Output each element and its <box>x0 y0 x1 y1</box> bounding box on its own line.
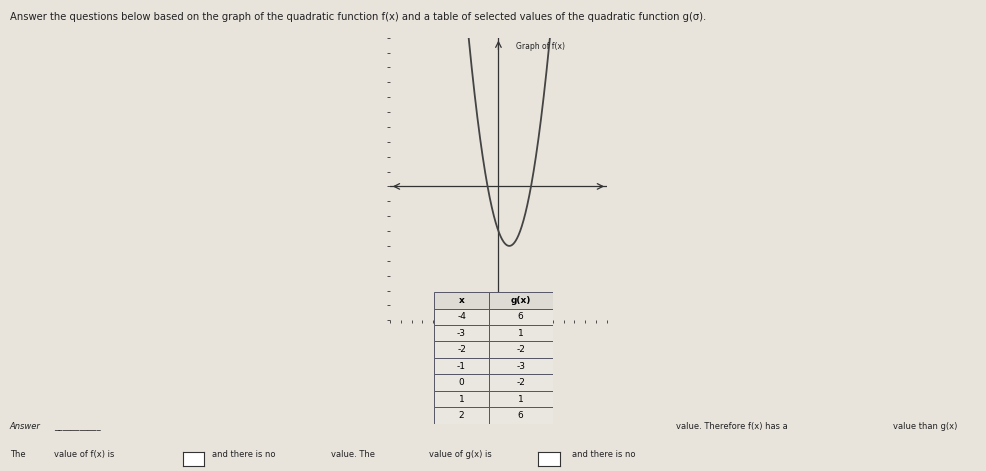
Bar <box>488 341 552 358</box>
Bar <box>488 358 552 374</box>
Text: Answer: Answer <box>10 422 40 431</box>
Text: x: x <box>458 296 464 305</box>
Text: ___________: ___________ <box>54 422 101 431</box>
Text: 1: 1 <box>518 329 524 338</box>
Text: 6: 6 <box>518 312 524 321</box>
Text: -2: -2 <box>516 345 525 354</box>
Bar <box>434 358 488 374</box>
Text: The: The <box>10 450 26 459</box>
Bar <box>434 407 488 424</box>
Text: -4: -4 <box>457 312 465 321</box>
Bar <box>488 374 552 391</box>
Text: 0: 0 <box>458 378 464 387</box>
Text: -2: -2 <box>516 378 525 387</box>
Text: and there is no: and there is no <box>212 450 275 459</box>
Bar <box>434 325 488 341</box>
Text: -2: -2 <box>457 345 465 354</box>
Text: value than g(x): value than g(x) <box>892 422 956 431</box>
Text: -3: -3 <box>516 362 525 371</box>
Text: g(x): g(x) <box>510 296 530 305</box>
Bar <box>434 341 488 358</box>
Text: and there is no: and there is no <box>572 450 635 459</box>
Bar <box>488 292 552 309</box>
Bar <box>434 374 488 391</box>
Bar <box>488 407 552 424</box>
Text: 1: 1 <box>458 395 464 404</box>
Text: value of f(x) is: value of f(x) is <box>54 450 114 459</box>
Text: value of g(x) is: value of g(x) is <box>429 450 492 459</box>
Bar <box>434 292 488 309</box>
Text: -1: -1 <box>457 362 465 371</box>
Text: 6: 6 <box>518 411 524 420</box>
Bar <box>434 309 488 325</box>
Bar <box>488 309 552 325</box>
Bar <box>488 391 552 407</box>
Text: 1: 1 <box>518 395 524 404</box>
Bar <box>488 325 552 341</box>
Text: 2: 2 <box>458 411 463 420</box>
Text: value. Therefore f(x) has a: value. Therefore f(x) has a <box>675 422 787 431</box>
Text: -3: -3 <box>457 329 465 338</box>
Bar <box>434 391 488 407</box>
Text: value. The: value. The <box>330 450 375 459</box>
Text: Answer the questions below based on the graph of the quadratic function f(x) and: Answer the questions below based on the … <box>10 12 705 22</box>
Text: Graph of f(x): Graph of f(x) <box>516 42 564 51</box>
